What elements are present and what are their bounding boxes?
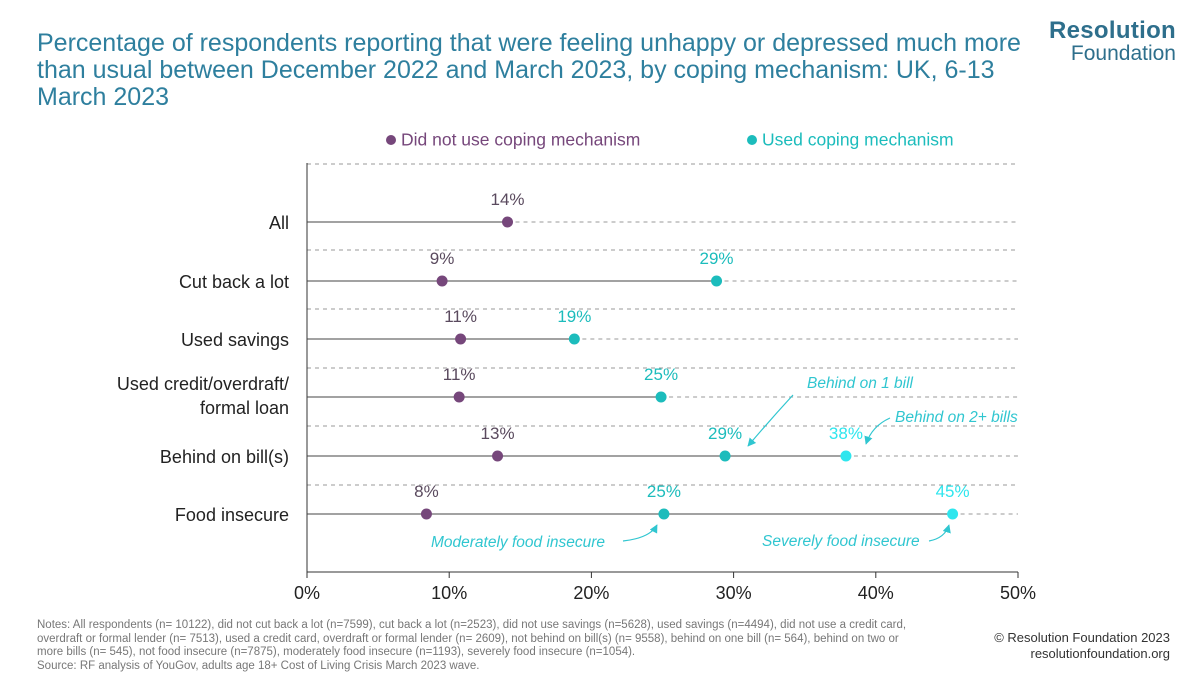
x-tick-label-5: 50% (1000, 583, 1036, 603)
data-point-3-1 (655, 391, 667, 403)
data-label-5-2: 45% (936, 482, 970, 501)
footer-credit: © Resolution Foundation 2023 resolutionf… (994, 630, 1170, 662)
x-tick-label-2: 20% (573, 583, 609, 603)
x-tick-label-0: 0% (294, 583, 320, 603)
category-label-line: Behind on bill(s) (160, 447, 289, 467)
data-label-0-0: 14% (490, 190, 524, 209)
data-point-1-1 (711, 275, 723, 287)
notes-line-1: Notes: All respondents (n= 10122), did n… (37, 619, 907, 631)
annotation-moderately-food-insecure: Moderately food insecure (431, 534, 605, 551)
category-label-line: Cut back a lot (179, 272, 289, 292)
data-point-1-0 (436, 275, 448, 287)
category-label-line: All (269, 213, 289, 233)
notes: Notes: All respondents (n= 10122), did n… (37, 619, 997, 673)
data-point-3-0 (453, 391, 465, 403)
category-label-3: Used credit/overdraft/formal loan (117, 374, 289, 418)
dot-chart: Did not use coping mechanism Used coping … (117, 130, 1036, 603)
legend-label-1: Used coping mechanism (762, 130, 954, 150)
legend: Did not use coping mechanism Used coping … (386, 130, 954, 150)
category-label-0: All (269, 213, 289, 233)
data-point-5-2 (947, 508, 959, 520)
legend-label-0: Did not use coping mechanism (401, 130, 640, 150)
data-label-2-1: 19% (557, 307, 591, 326)
copyright: © Resolution Foundation 2023 (994, 630, 1170, 645)
resolution-foundation-logo: Resolution Foundation (1049, 17, 1176, 65)
category-label-4: Behind on bill(s) (160, 447, 289, 467)
data-point-4-2 (840, 450, 852, 462)
category-label-5: Food insecure (175, 505, 289, 525)
chart-title: Percentage of respondents reporting that… (37, 29, 1021, 111)
data-label-4-2: 38% (829, 424, 863, 443)
data-point-5-0 (420, 508, 432, 520)
legend-marker-1 (747, 135, 757, 145)
annotation-severely-food-insecure: Severely food insecure (762, 533, 920, 550)
x-tick-label-4: 40% (858, 583, 894, 603)
data-label-1-1: 29% (700, 249, 734, 268)
axes: 0% 10% 20% 30% 40% 50% (294, 163, 1036, 603)
arrow-behind-1-bill (747, 394, 794, 447)
data-label-2-0: 11% (444, 307, 477, 326)
data-label-5-1: 25% (647, 482, 681, 501)
website: resolutionfoundation.org (1030, 646, 1171, 661)
logo-line-2: Foundation (1070, 42, 1176, 65)
x-tick-label-3: 30% (716, 583, 752, 603)
data-label-4-0: 13% (481, 424, 515, 443)
category-label-line: Used savings (181, 330, 289, 350)
notes-line-2: overdraft or formal lender (n= 7513), us… (37, 632, 899, 645)
category-label-line: Used credit/overdraft/ (117, 374, 289, 394)
logo-line-1: Resolution (1049, 17, 1176, 44)
category-label-line: formal loan (200, 398, 289, 418)
data-point-5-1 (658, 508, 670, 520)
source-line: Source: RF analysis of YouGov, adults ag… (37, 659, 480, 672)
data-label-5-0: 8% (414, 482, 439, 501)
data-point-4-1 (719, 450, 731, 462)
annotation-behind-2-bills: Behind on 2+ bills (895, 409, 1018, 426)
data-label-1-0: 9% (430, 249, 455, 268)
category-label-2: Used savings (181, 330, 289, 350)
data-point-0-0 (502, 216, 514, 228)
data-point-2-1 (568, 333, 580, 345)
x-tick-label-1: 10% (431, 583, 467, 603)
data-label-3-1: 25% (644, 365, 678, 384)
data-label-4-1: 29% (708, 424, 742, 443)
arrow-behind-2-bills (864, 417, 891, 445)
legend-marker-0 (386, 135, 396, 145)
data-label-3-0: 11% (443, 365, 476, 384)
data-point-4-0 (492, 450, 504, 462)
data-rows: All 14% Cut back a lot 9% 29% Used savings 11%… (117, 190, 1018, 525)
gridlines (307, 163, 1018, 486)
category-label-line: Food insecure (175, 505, 289, 525)
notes-line-3: more bills (n= 545), not food insecure (… (37, 646, 636, 658)
arrow-moderately-food-insecure (622, 524, 658, 542)
annotations: Behind on 1 bill Behind on 2+ bills Modera… (431, 375, 1018, 551)
annotation-behind-1-bill: Behind on 1 bill (807, 375, 914, 392)
arrow-severely-food-insecure (928, 524, 951, 542)
category-label-1: Cut back a lot (179, 272, 289, 292)
data-point-2-0 (455, 333, 467, 345)
